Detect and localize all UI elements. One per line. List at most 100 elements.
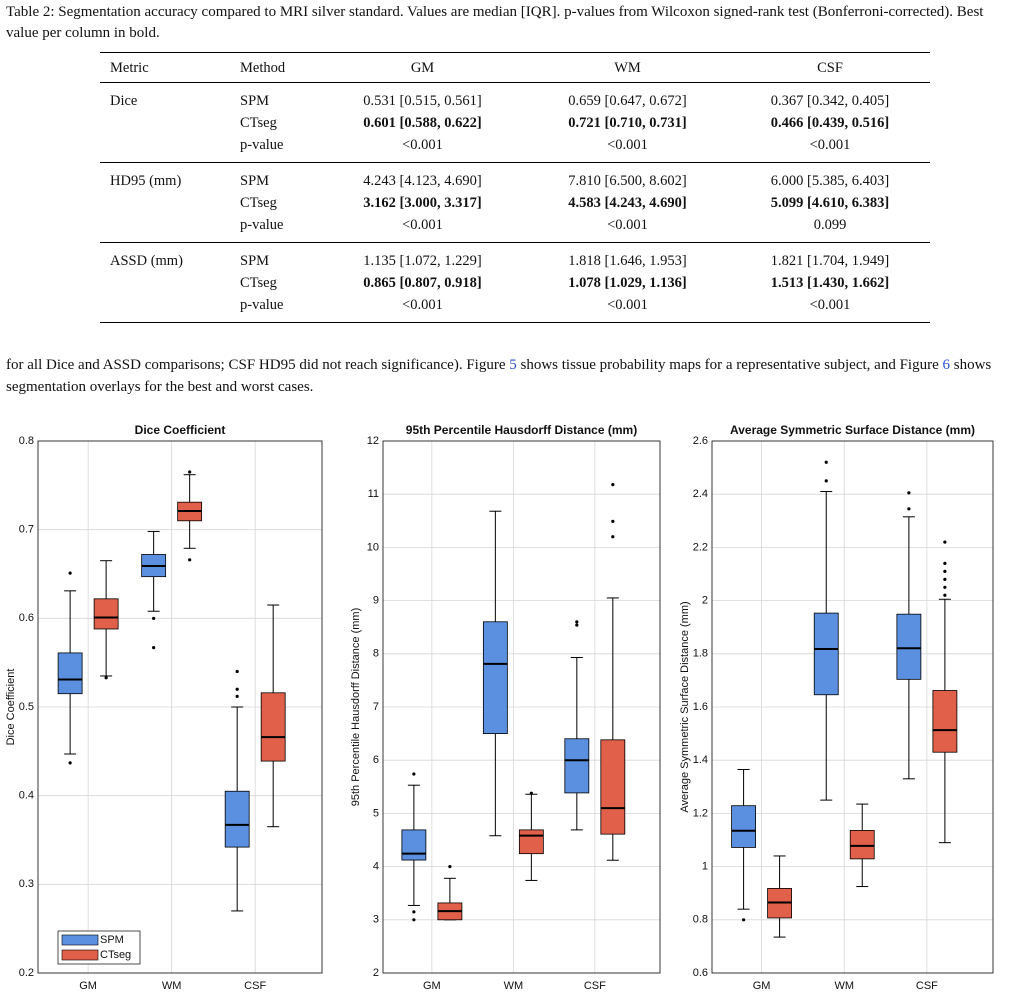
column-header: CSF bbox=[730, 52, 930, 83]
value-cell: 5.099 [4.610, 6.383] bbox=[770, 195, 890, 211]
metric-cell bbox=[100, 112, 230, 134]
chart-panel: 2 3 4 5 6 7 8 9 10 11 12 GM WM CSF 95th Percentile Hau… bbox=[350, 423, 661, 992]
y-tick-label: 1.6 bbox=[693, 701, 708, 713]
column-header: GM bbox=[320, 52, 525, 83]
value-cell: <0.001 bbox=[607, 217, 648, 233]
header-row: Metric Method GM WM CSF bbox=[100, 52, 930, 83]
value-cell: 0.099 bbox=[813, 217, 847, 233]
outlier bbox=[188, 470, 192, 474]
box bbox=[600, 739, 626, 835]
box bbox=[896, 613, 922, 680]
table-row: CTseg 0.601 [0.588, 0.622] 0.721 [0.710, 0… bbox=[100, 112, 930, 134]
value-cell: 0.721 [0.710, 0.731] bbox=[568, 115, 687, 131]
method-cell: CTseg bbox=[240, 275, 277, 291]
x-tick-label: CSF bbox=[916, 980, 938, 992]
value-cell: <0.001 bbox=[402, 297, 443, 313]
axes-frame bbox=[382, 440, 661, 974]
outlier bbox=[235, 694, 239, 698]
y-axis-label: 95th Percentile Hausdorff Distance (mm) bbox=[350, 608, 362, 807]
metric-cell bbox=[100, 214, 230, 243]
x-tick-label: GM bbox=[753, 980, 771, 992]
y-tick-label: 3 bbox=[373, 914, 379, 926]
outlier bbox=[611, 483, 615, 487]
chart-title: 95th Percentile Hausdorff Distance (mm) bbox=[406, 423, 637, 437]
method-cell: SPM bbox=[240, 93, 270, 109]
box bbox=[932, 690, 958, 753]
legend-swatch bbox=[61, 949, 99, 961]
value-cell: 1.513 [1.430, 1.662] bbox=[770, 275, 890, 291]
text: shows segmentation overlays for the best… bbox=[6, 357, 992, 395]
y-tick-label: 6 bbox=[373, 754, 379, 766]
y-tick-label: 0.4 bbox=[19, 790, 34, 802]
y-tick-label: 12 bbox=[367, 435, 379, 447]
body-paragraph: for all Dice and ASSD comparisons; CSF H… bbox=[6, 354, 1006, 398]
outlier bbox=[235, 669, 239, 674]
box bbox=[260, 692, 286, 762]
table-row: Dice SPM 0.531 [0.515, 0.561] 0.659 [0.647,… bbox=[100, 83, 930, 113]
y-tick-label: 1.4 bbox=[693, 754, 708, 766]
outlier bbox=[943, 540, 947, 544]
value-cell: 1.135 [1.072, 1.229] bbox=[320, 242, 525, 272]
y-tick-label: 4 bbox=[373, 861, 379, 873]
figure-link[interactable]: 5 bbox=[509, 357, 517, 373]
value-cell: 0.659 [0.647, 0.672] bbox=[568, 93, 687, 109]
y-axis-label: Average Symmetric Surface Distance (mm) bbox=[679, 601, 691, 812]
method-cell: SPM bbox=[230, 162, 320, 192]
text: shows tissue probability maps for a repr… bbox=[516, 357, 943, 373]
text: for all Dice and ASSD comparisons; CSF H… bbox=[6, 357, 510, 373]
outlier bbox=[907, 491, 911, 495]
value-cell: 3.162 [3.000, 3.317] bbox=[363, 195, 482, 211]
outlier bbox=[68, 571, 72, 575]
outlier bbox=[907, 507, 911, 511]
table-row: HD95 (mm) SPM 4.243 [4.123, 4.690] 7.810 [6… bbox=[100, 162, 930, 192]
y-tick-label: 9 bbox=[373, 595, 379, 607]
outlier bbox=[152, 616, 156, 620]
y-tick-label: 8 bbox=[373, 648, 379, 660]
value-cell: 0.367 [0.342, 0.405] bbox=[770, 93, 890, 109]
outlier bbox=[448, 865, 452, 869]
box bbox=[401, 829, 427, 861]
y-tick-label: 0.8 bbox=[19, 435, 34, 447]
y-tick-label: 7 bbox=[373, 701, 379, 713]
method-cell: p-value bbox=[240, 297, 284, 313]
figure-link[interactable]: 6 bbox=[942, 357, 951, 373]
outlier bbox=[943, 569, 947, 573]
outlier bbox=[412, 910, 416, 914]
outlier bbox=[104, 676, 108, 680]
box bbox=[564, 738, 590, 794]
x-tick-label: GM bbox=[423, 980, 441, 992]
chart-title: Dice Coefficient bbox=[135, 423, 226, 437]
y-tick-label: 0.7 bbox=[19, 524, 34, 536]
legend-label: SPM bbox=[100, 934, 124, 946]
x-tick-label: CSF bbox=[244, 980, 266, 992]
value-cell: 6.000 [5.385, 6.403] bbox=[730, 162, 930, 192]
y-tick-label: 2 bbox=[373, 967, 379, 979]
y-tick-label: 0.5 bbox=[19, 701, 34, 713]
value-cell: <0.001 bbox=[607, 137, 648, 153]
outlier bbox=[943, 585, 947, 589]
value-cell: <0.001 bbox=[402, 217, 443, 233]
table-row: p-value <0.001 <0.001 <0.001 bbox=[100, 134, 930, 163]
box bbox=[57, 652, 83, 695]
value-cell: 0.601 [0.588, 0.622] bbox=[363, 115, 482, 131]
table-row: CTseg 0.865 [0.807, 0.918] 1.078 [1.029, 1… bbox=[100, 272, 930, 294]
metric-cell bbox=[100, 192, 230, 214]
value-cell: 1.818 [1.646, 1.953] bbox=[525, 242, 730, 272]
y-tick-label: 0.6 bbox=[693, 967, 708, 979]
y-tick-label: 2.4 bbox=[693, 488, 708, 500]
outlier bbox=[741, 918, 746, 922]
y-tick-label: 2 bbox=[702, 595, 708, 607]
y-tick-label: 1.2 bbox=[693, 807, 708, 819]
y-tick-label: 0.8 bbox=[693, 914, 708, 926]
x-tick-label: CSF bbox=[584, 980, 606, 992]
method-cell: p-value bbox=[240, 137, 284, 153]
outlier bbox=[943, 593, 947, 597]
y-axis-label: Dice Coefficient bbox=[5, 669, 17, 746]
box bbox=[813, 612, 839, 696]
value-cell: 0.865 [0.807, 0.918] bbox=[363, 275, 482, 291]
axes-frame bbox=[37, 440, 323, 974]
outlier bbox=[529, 791, 533, 795]
table-row: p-value <0.001 <0.001 0.099 bbox=[100, 214, 930, 243]
value-cell: <0.001 bbox=[809, 137, 851, 153]
